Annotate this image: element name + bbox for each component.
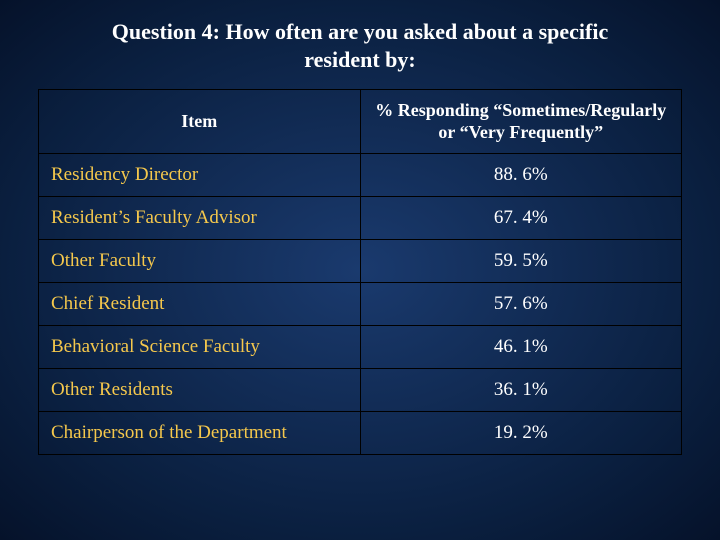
pct-cell: 67. 4% xyxy=(360,197,682,240)
item-cell: Chairperson of the Department xyxy=(39,412,361,455)
item-cell: Residency Director xyxy=(39,154,361,197)
item-cell: Chief Resident xyxy=(39,283,361,326)
table-row: Other Faculty 59. 5% xyxy=(39,240,682,283)
slide-title: Question 4: How often are you asked abou… xyxy=(38,18,682,73)
table-row: Residency Director 88. 6% xyxy=(39,154,682,197)
item-cell: Other Faculty xyxy=(39,240,361,283)
pct-cell: 36. 1% xyxy=(360,369,682,412)
table-row: Behavioral Science Faculty 46. 1% xyxy=(39,326,682,369)
item-cell: Other Residents xyxy=(39,369,361,412)
data-table: Item % Responding “Sometimes/Regularly o… xyxy=(38,89,682,455)
table-header-row: Item % Responding “Sometimes/Regularly o… xyxy=(39,90,682,154)
item-cell: Behavioral Science Faculty xyxy=(39,326,361,369)
table-row: Chairperson of the Department 19. 2% xyxy=(39,412,682,455)
header-item: Item xyxy=(39,90,361,154)
pct-cell: 19. 2% xyxy=(360,412,682,455)
item-cell: Resident’s Faculty Advisor xyxy=(39,197,361,240)
slide-container: Question 4: How often are you asked abou… xyxy=(0,0,720,540)
table-body: Residency Director 88. 6% Resident’s Fac… xyxy=(39,154,682,455)
pct-cell: 88. 6% xyxy=(360,154,682,197)
pct-cell: 59. 5% xyxy=(360,240,682,283)
table-row: Other Residents 36. 1% xyxy=(39,369,682,412)
table-row: Chief Resident 57. 6% xyxy=(39,283,682,326)
pct-cell: 46. 1% xyxy=(360,326,682,369)
header-pct: % Responding “Sometimes/Regularly or “Ve… xyxy=(360,90,682,154)
table-row: Resident’s Faculty Advisor 67. 4% xyxy=(39,197,682,240)
pct-cell: 57. 6% xyxy=(360,283,682,326)
